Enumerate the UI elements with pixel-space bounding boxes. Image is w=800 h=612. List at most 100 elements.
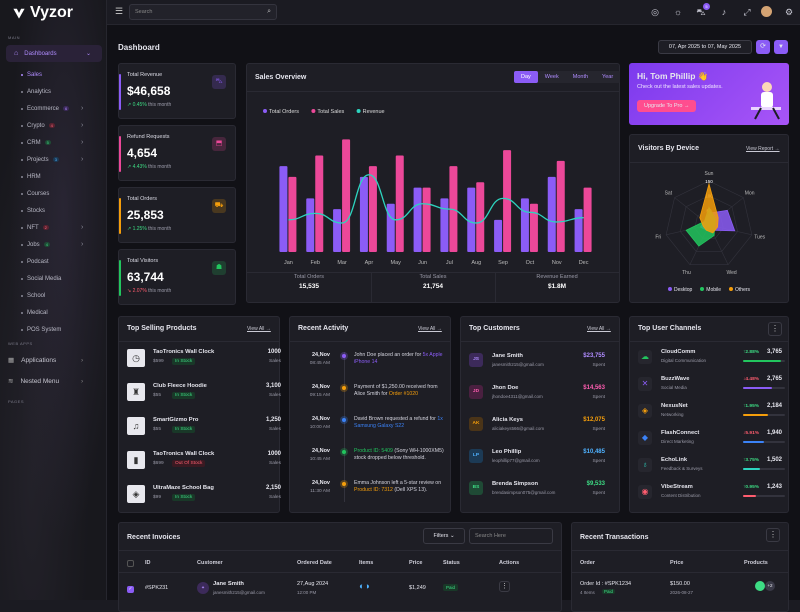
sidebar-item-nested-menu[interactable]: ≋ Nested Menu › xyxy=(8,377,83,386)
fullscreen-icon[interactable]: ⤢ xyxy=(743,7,751,17)
product-row[interactable]: ◈ UltraMaze School Bag $99 In Stock 2,150 Sal… xyxy=(127,483,281,515)
sidebar-item-school[interactable]: School xyxy=(0,287,106,304)
tab-year[interactable]: Year xyxy=(602,74,614,80)
sidebar-item-dashboards[interactable]: ⌂ Dashboards ⌄ xyxy=(6,45,102,62)
visitors-by-device-card: Visitors By Device View Report → Sun Mon T… xyxy=(629,134,789,303)
tab-day[interactable]: Day xyxy=(514,71,538,83)
bell-icon[interactable]: ♪ xyxy=(721,7,727,17)
sidebar-item-projects[interactable]: Projects 3 › xyxy=(0,151,106,168)
transaction-col-products[interactable]: Products xyxy=(744,560,768,566)
customer-row[interactable]: LP Leo Phillip leophillip77@gmail.com $10,4… xyxy=(469,449,605,481)
channel-row[interactable]: ♁ EchoLink Feedback & Surveys ↑3.75% 1,502 xyxy=(638,457,785,487)
channel-row[interactable]: ◆ FlashConnect Direct Marketing ↓5.91% 1,940 xyxy=(638,430,785,460)
channel-count: 1,940 xyxy=(766,430,782,436)
invoice-col-price[interactable]: Price xyxy=(409,560,423,566)
row-checkbox[interactable]: ✓ xyxy=(127,586,134,593)
cart-icon[interactable]: ⛍ 5 xyxy=(695,3,710,18)
tab-month[interactable]: Month xyxy=(572,74,589,80)
menu-toggle-icon[interactable]: ☰ xyxy=(115,6,124,16)
activity-text: Product ID: 5409 (Sony WH-1000XM5) stock… xyxy=(354,448,450,462)
product-row[interactable]: ◷ TaoTronics Wall Clock $599 In Stock 1000 Sa… xyxy=(127,347,281,379)
stat-value: $46,658 xyxy=(127,84,171,98)
channel-row[interactable]: ☁ CloudComm Digital Communication ↑2.88% 3,7… xyxy=(638,349,785,379)
filters-button[interactable]: Filters ⌄ xyxy=(423,528,465,544)
search-input[interactable]: Search ⌕ xyxy=(129,4,277,20)
activity-highlight[interactable]: 1x Samsung Galaxy S22 xyxy=(354,416,443,429)
refresh-button[interactable]: ⟳ xyxy=(756,40,770,54)
sidebar-item-social-media[interactable]: Social Media xyxy=(0,270,106,287)
customer-row[interactable]: AK Alicia Keys aliciakeys566@gmail.com $12,… xyxy=(469,417,605,449)
stock-badge: In Stock xyxy=(172,426,196,433)
invoice-col-customer[interactable]: Customer xyxy=(197,560,223,566)
language-icon[interactable]: ◎ xyxy=(651,7,659,17)
gear-icon[interactable]: ⚙ xyxy=(784,7,794,17)
view-all-customers-link[interactable]: View All → xyxy=(587,326,611,332)
customer-row[interactable]: BS Brenda Simpson brendasimpson075@gmail.c… xyxy=(469,481,605,513)
channel-progress-fill xyxy=(743,441,764,443)
transaction-col-price[interactable]: Price xyxy=(670,560,684,566)
product-unit: Sales xyxy=(269,359,281,364)
invoice-col-status[interactable]: Status xyxy=(443,560,460,566)
product-row[interactable]: ▮ TaoTronics Wall Clock $699 Out Of Stock 10… xyxy=(127,449,281,481)
channel-row[interactable]: ✕ BuzzWave Social Media ↓4.48% 2,765 xyxy=(638,376,785,406)
sidebar-item-podcast[interactable]: Podcast xyxy=(0,253,106,270)
activity-highlight[interactable]: Product ID: 5409 xyxy=(354,448,393,454)
activity-text: David Brown requested a refund for 1x Sa… xyxy=(354,416,450,430)
radar-axis-label: Tues xyxy=(754,235,765,241)
sidebar-item-hrm[interactable]: HRM xyxy=(0,168,106,185)
sidebar-item-crm[interactable]: CRM 5 › xyxy=(0,134,106,151)
theme-icon[interactable]: ☼ xyxy=(673,7,683,17)
customer-email: janesmith215@gmail.com xyxy=(492,362,544,367)
sidebar-item-stocks[interactable]: Stocks xyxy=(0,202,106,219)
transaction-col-order[interactable]: Order xyxy=(580,560,595,566)
select-all-checkbox[interactable] xyxy=(127,560,134,567)
invoice-col-ordered-date[interactable]: Ordered Date xyxy=(297,560,332,566)
radar-legend-item: Desktop xyxy=(667,287,692,293)
channel-progress-fill xyxy=(743,495,756,497)
customer-row[interactable]: JD Jhon Doe jhondoe4311@gmail.com $14,563 Sp… xyxy=(469,385,605,417)
sidebar-item-crypto[interactable]: Crypto 4 › xyxy=(0,117,106,134)
view-all-activity-link[interactable]: View All → xyxy=(418,326,442,332)
invoice-row[interactable]: ✓ #SPK231 ✦ Jane Smith janesmith215@gmail.co… xyxy=(119,579,561,605)
sidebar-item-medical[interactable]: Medical xyxy=(0,304,106,321)
x-tick-label: Apr xyxy=(365,260,374,266)
stat-change: ↗ 0.45% this month xyxy=(127,102,171,108)
customer-row[interactable]: JS Jane Smith janesmith215@gmail.com $23,75… xyxy=(469,353,605,385)
invoice-search-input[interactable]: Search Here xyxy=(469,528,553,544)
product-row[interactable]: ♫ SmartGizmo Pro $55 In Stock 1,250 Sales xyxy=(127,415,281,447)
sidebar-item-applications[interactable]: ▦ Applications › xyxy=(8,356,83,365)
avatar[interactable] xyxy=(761,6,772,17)
view-all-products-link[interactable]: View All → xyxy=(247,326,271,332)
transaction-row[interactable]: Order Id : #SPK1234 4 Items Paid $150.00 202… xyxy=(572,579,788,605)
sidebar-item-sales[interactable]: Sales xyxy=(0,66,106,83)
sidebar-item-nft[interactable]: NFT 2 › xyxy=(0,219,106,236)
tab-week[interactable]: Week xyxy=(544,74,559,80)
filters-label: Filters xyxy=(433,533,449,539)
sidebar-item-analytics[interactable]: Analytics xyxy=(0,83,106,100)
product-price: $55 xyxy=(153,393,162,398)
channels-menu-button[interactable]: ⋮ xyxy=(768,322,782,336)
activity-highlight[interactable]: Product ID: 7312 xyxy=(354,487,393,493)
sidebar-item-pos-system[interactable]: POS System xyxy=(0,321,106,338)
transaction-items: 4 Items xyxy=(580,590,595,595)
filter-button[interactable]: ▼ xyxy=(774,40,788,54)
invoice-col-items[interactable]: Items xyxy=(359,560,374,566)
view-report-link[interactable]: View Report → xyxy=(746,146,780,152)
invoice-col-actions[interactable]: Actions xyxy=(499,560,520,566)
activity-highlight[interactable]: Order #1020 xyxy=(388,391,419,397)
sidebar-item-label: CRM xyxy=(27,139,41,146)
channel-row[interactable]: ◉ VibeStream Content Distribution ↑0.95% 1,2… xyxy=(638,484,785,514)
transactions-menu-button[interactable]: ⋮ xyxy=(766,528,780,542)
upgrade-button[interactable]: Upgrade To Pro → xyxy=(637,100,697,112)
app-logo[interactable]: Vyzor xyxy=(12,4,73,22)
row-actions-button[interactable]: ⋮ xyxy=(499,581,510,592)
invoice-col-id[interactable]: ID xyxy=(145,560,151,566)
product-row[interactable]: ♜ Club Fleece Hoodie $55 In Stock 3,100 Sales xyxy=(127,381,281,413)
activity-highlight[interactable]: 5x Apple iPhone 14 xyxy=(354,352,443,365)
channel-row[interactable]: ◈ NexusNet Networking ↑1.95% 2,184 xyxy=(638,403,785,433)
sidebar-item-ecommerce[interactable]: Ecommerce 6 › xyxy=(0,100,106,117)
recent-activity-card: Recent Activity View All → 24,Nov 08:45 A… xyxy=(289,316,451,513)
sidebar-item-jobs[interactable]: Jobs 4 › xyxy=(0,236,106,253)
date-range-picker[interactable]: 07, Apr 2025 to 07, May 2025 xyxy=(658,40,752,54)
sidebar-item-courses[interactable]: Courses xyxy=(0,185,106,202)
